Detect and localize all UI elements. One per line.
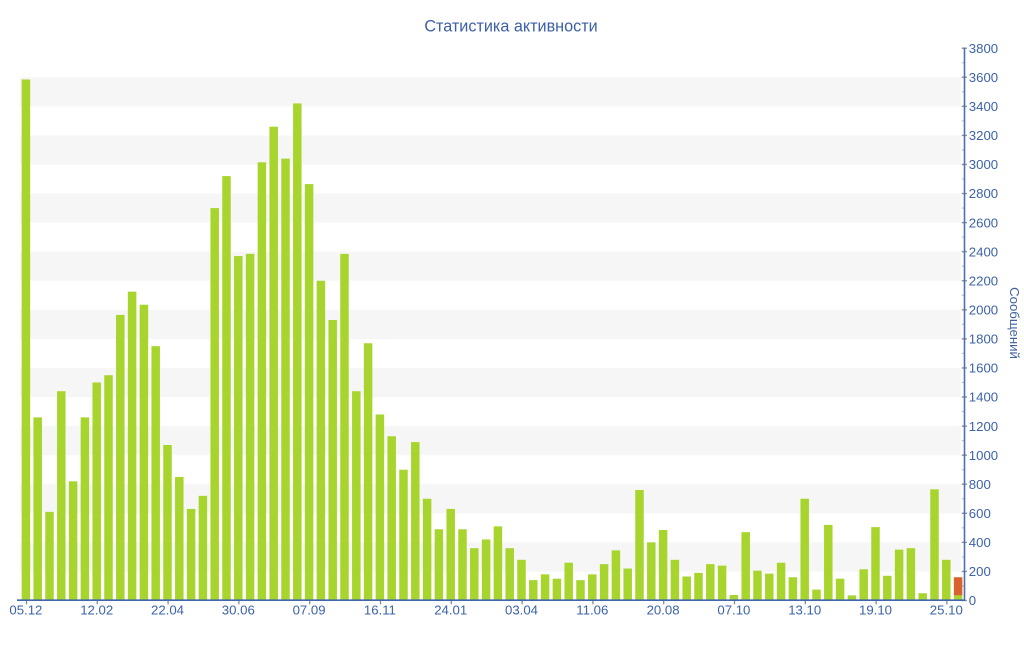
svg-text:1400: 1400 (969, 390, 998, 405)
svg-text:07.09: 07.09 (293, 603, 326, 618)
svg-text:1200: 1200 (969, 419, 998, 434)
svg-text:2800: 2800 (969, 186, 998, 201)
svg-text:20.08: 20.08 (647, 603, 680, 618)
svg-text:11.06: 11.06 (576, 603, 608, 618)
svg-text:1600: 1600 (969, 361, 998, 376)
svg-text:200: 200 (969, 564, 991, 579)
svg-text:800: 800 (969, 477, 991, 492)
svg-text:600: 600 (969, 506, 991, 521)
svg-text:Сообщений: Сообщений (1007, 287, 1022, 359)
svg-text:07.10: 07.10 (717, 603, 750, 618)
svg-text:13.10: 13.10 (788, 603, 821, 618)
svg-text:1800: 1800 (969, 332, 998, 347)
svg-text:2600: 2600 (969, 215, 998, 230)
svg-text:3600: 3600 (969, 70, 998, 85)
svg-text:03.04: 03.04 (505, 603, 538, 618)
svg-text:16.11: 16.11 (364, 603, 396, 618)
svg-text:22.04: 22.04 (151, 603, 184, 618)
svg-text:30.06: 30.06 (222, 603, 255, 618)
svg-text:Статистика активности: Статистика активности (424, 18, 597, 36)
svg-text:3800: 3800 (969, 41, 998, 56)
svg-text:24.01: 24.01 (434, 603, 467, 618)
svg-text:12.02: 12.02 (80, 603, 113, 618)
svg-text:3200: 3200 (969, 128, 998, 143)
svg-text:1000: 1000 (969, 448, 998, 463)
svg-text:3400: 3400 (969, 99, 998, 114)
svg-text:3000: 3000 (969, 157, 998, 172)
svg-text:25.10: 25.10 (930, 603, 963, 618)
svg-text:0: 0 (969, 593, 976, 608)
svg-text:2200: 2200 (969, 273, 998, 288)
svg-text:2000: 2000 (969, 303, 998, 318)
svg-text:05.12: 05.12 (9, 603, 42, 618)
svg-text:19.10: 19.10 (859, 603, 892, 618)
svg-text:2400: 2400 (969, 244, 998, 259)
svg-text:400: 400 (969, 535, 991, 550)
